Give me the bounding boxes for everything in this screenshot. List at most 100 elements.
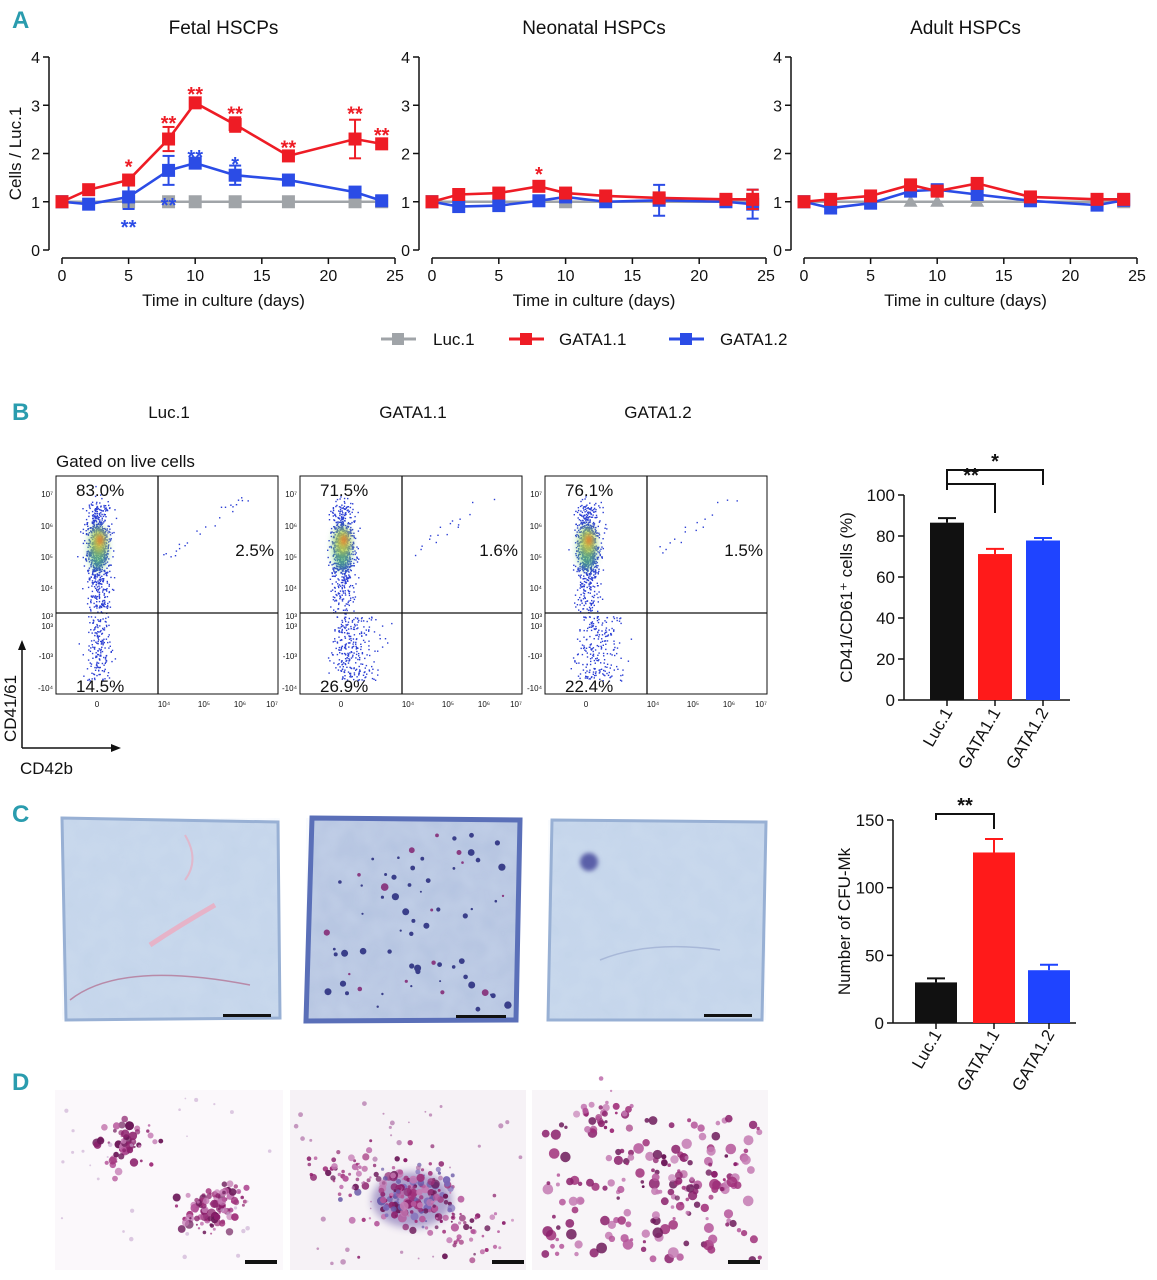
cfu-slide-texture-gata12 [548, 820, 766, 1020]
flow-dot [598, 552, 600, 554]
mk-cell [661, 1154, 667, 1160]
flow-dot [379, 638, 381, 640]
cfu-slide-edge-gata11 [303, 815, 523, 1024]
flow-dot [97, 515, 99, 518]
flow-dot [96, 588, 98, 591]
flow-dot [346, 659, 348, 662]
flow-dot [348, 646, 350, 648]
mk-cell [602, 1103, 610, 1112]
flow-dot [592, 514, 594, 516]
flow-plot-gata12: GATA1.276.1%1.5%22.4%10⁷10⁶10⁵10⁴10³10³-… [527, 403, 768, 709]
flow-dot [609, 676, 611, 679]
mk-cell [190, 1203, 200, 1213]
quadrant-upper-right: 1.6% [479, 541, 518, 560]
flow-dot [351, 528, 354, 531]
flow-dot [583, 593, 586, 595]
flow-dot [446, 533, 448, 536]
flow-dot [94, 515, 96, 517]
flow-dot [616, 619, 618, 622]
flow-dot [106, 557, 108, 559]
mk-cell [743, 1148, 749, 1154]
flow-dot [107, 545, 110, 547]
mk-cell [542, 1226, 553, 1237]
mk-cell [741, 1230, 748, 1237]
y-tick-label: 3 [773, 98, 782, 115]
flow-dot [88, 572, 90, 575]
flow-dot [353, 672, 356, 674]
mk-cell [683, 1240, 690, 1247]
flow-dot [105, 617, 107, 620]
flow-dot [344, 502, 346, 504]
flow-dot [449, 522, 452, 525]
flow-dot [96, 505, 98, 508]
flow-dot [89, 622, 91, 624]
mk-cell [690, 1121, 698, 1129]
flow-dot [361, 679, 363, 681]
flow-dot [102, 627, 104, 630]
flow-dot [365, 629, 367, 631]
flow-dot [105, 606, 107, 608]
flow-dot [349, 577, 352, 579]
bar-y-tick-label: 0 [875, 1014, 884, 1033]
flow-dot [622, 669, 624, 671]
flow-dot [598, 546, 600, 548]
flow-dot [102, 599, 104, 602]
mk-cell [122, 1148, 126, 1153]
mk-cell [556, 1173, 561, 1177]
flow-y-tick-label: -10³ [39, 652, 54, 661]
flow-x-tick-label: 0 [339, 700, 344, 709]
flow-dot [96, 573, 98, 575]
flow-dot [575, 553, 577, 555]
flow-dot [96, 569, 98, 572]
flow-dot [420, 548, 422, 551]
flow-dot [343, 585, 346, 587]
flow-dot [592, 625, 595, 627]
cfu-colony-dot [399, 929, 402, 932]
flow-dot [365, 634, 368, 636]
mk-debris [340, 1259, 346, 1265]
flow-dot [87, 528, 89, 531]
flow-dot [581, 644, 584, 646]
significance-marker: ** [161, 195, 177, 217]
flow-dot [349, 506, 352, 509]
flow-dot [421, 545, 423, 547]
mk-debris [424, 1110, 427, 1113]
flow-dot [346, 609, 348, 612]
flow-dot [92, 646, 94, 648]
flow-dot [98, 635, 100, 637]
mk-cell [677, 1180, 682, 1185]
flow-dot [85, 560, 88, 562]
flow-dot [585, 510, 588, 512]
legend-label-luc: Luc.1 [433, 330, 475, 349]
flow-dot [328, 514, 330, 516]
flow-dot [345, 624, 347, 626]
flow-dot [349, 599, 352, 601]
mk-cell [733, 1162, 738, 1166]
flow-dot [102, 604, 105, 606]
flow-dot [332, 567, 334, 569]
flow-dot [334, 630, 336, 632]
x-tick-label: 15 [253, 268, 271, 285]
flow-dot [601, 634, 604, 636]
flow-dot [576, 570, 578, 573]
flow-dot [594, 628, 596, 631]
flow-dot [594, 576, 596, 578]
flow-dot [586, 600, 588, 602]
mk-cell [546, 1181, 551, 1185]
mk-cell [113, 1128, 117, 1133]
flow-dot [576, 604, 579, 606]
mk-debris [186, 1135, 188, 1138]
flow-y-tick-label: 10³ [530, 612, 542, 621]
flow-dot [591, 595, 594, 598]
flow-dot [333, 532, 335, 534]
flow-dot [96, 607, 98, 609]
mk-cell [438, 1161, 445, 1167]
flow-dot [601, 624, 603, 626]
flow-dot [595, 634, 597, 637]
flow-dot [580, 521, 582, 524]
flow-dot [590, 582, 592, 584]
flow-dot [232, 506, 234, 508]
flow-dot [95, 584, 97, 586]
flow-dot [100, 648, 102, 650]
flow-dot [594, 565, 597, 568]
